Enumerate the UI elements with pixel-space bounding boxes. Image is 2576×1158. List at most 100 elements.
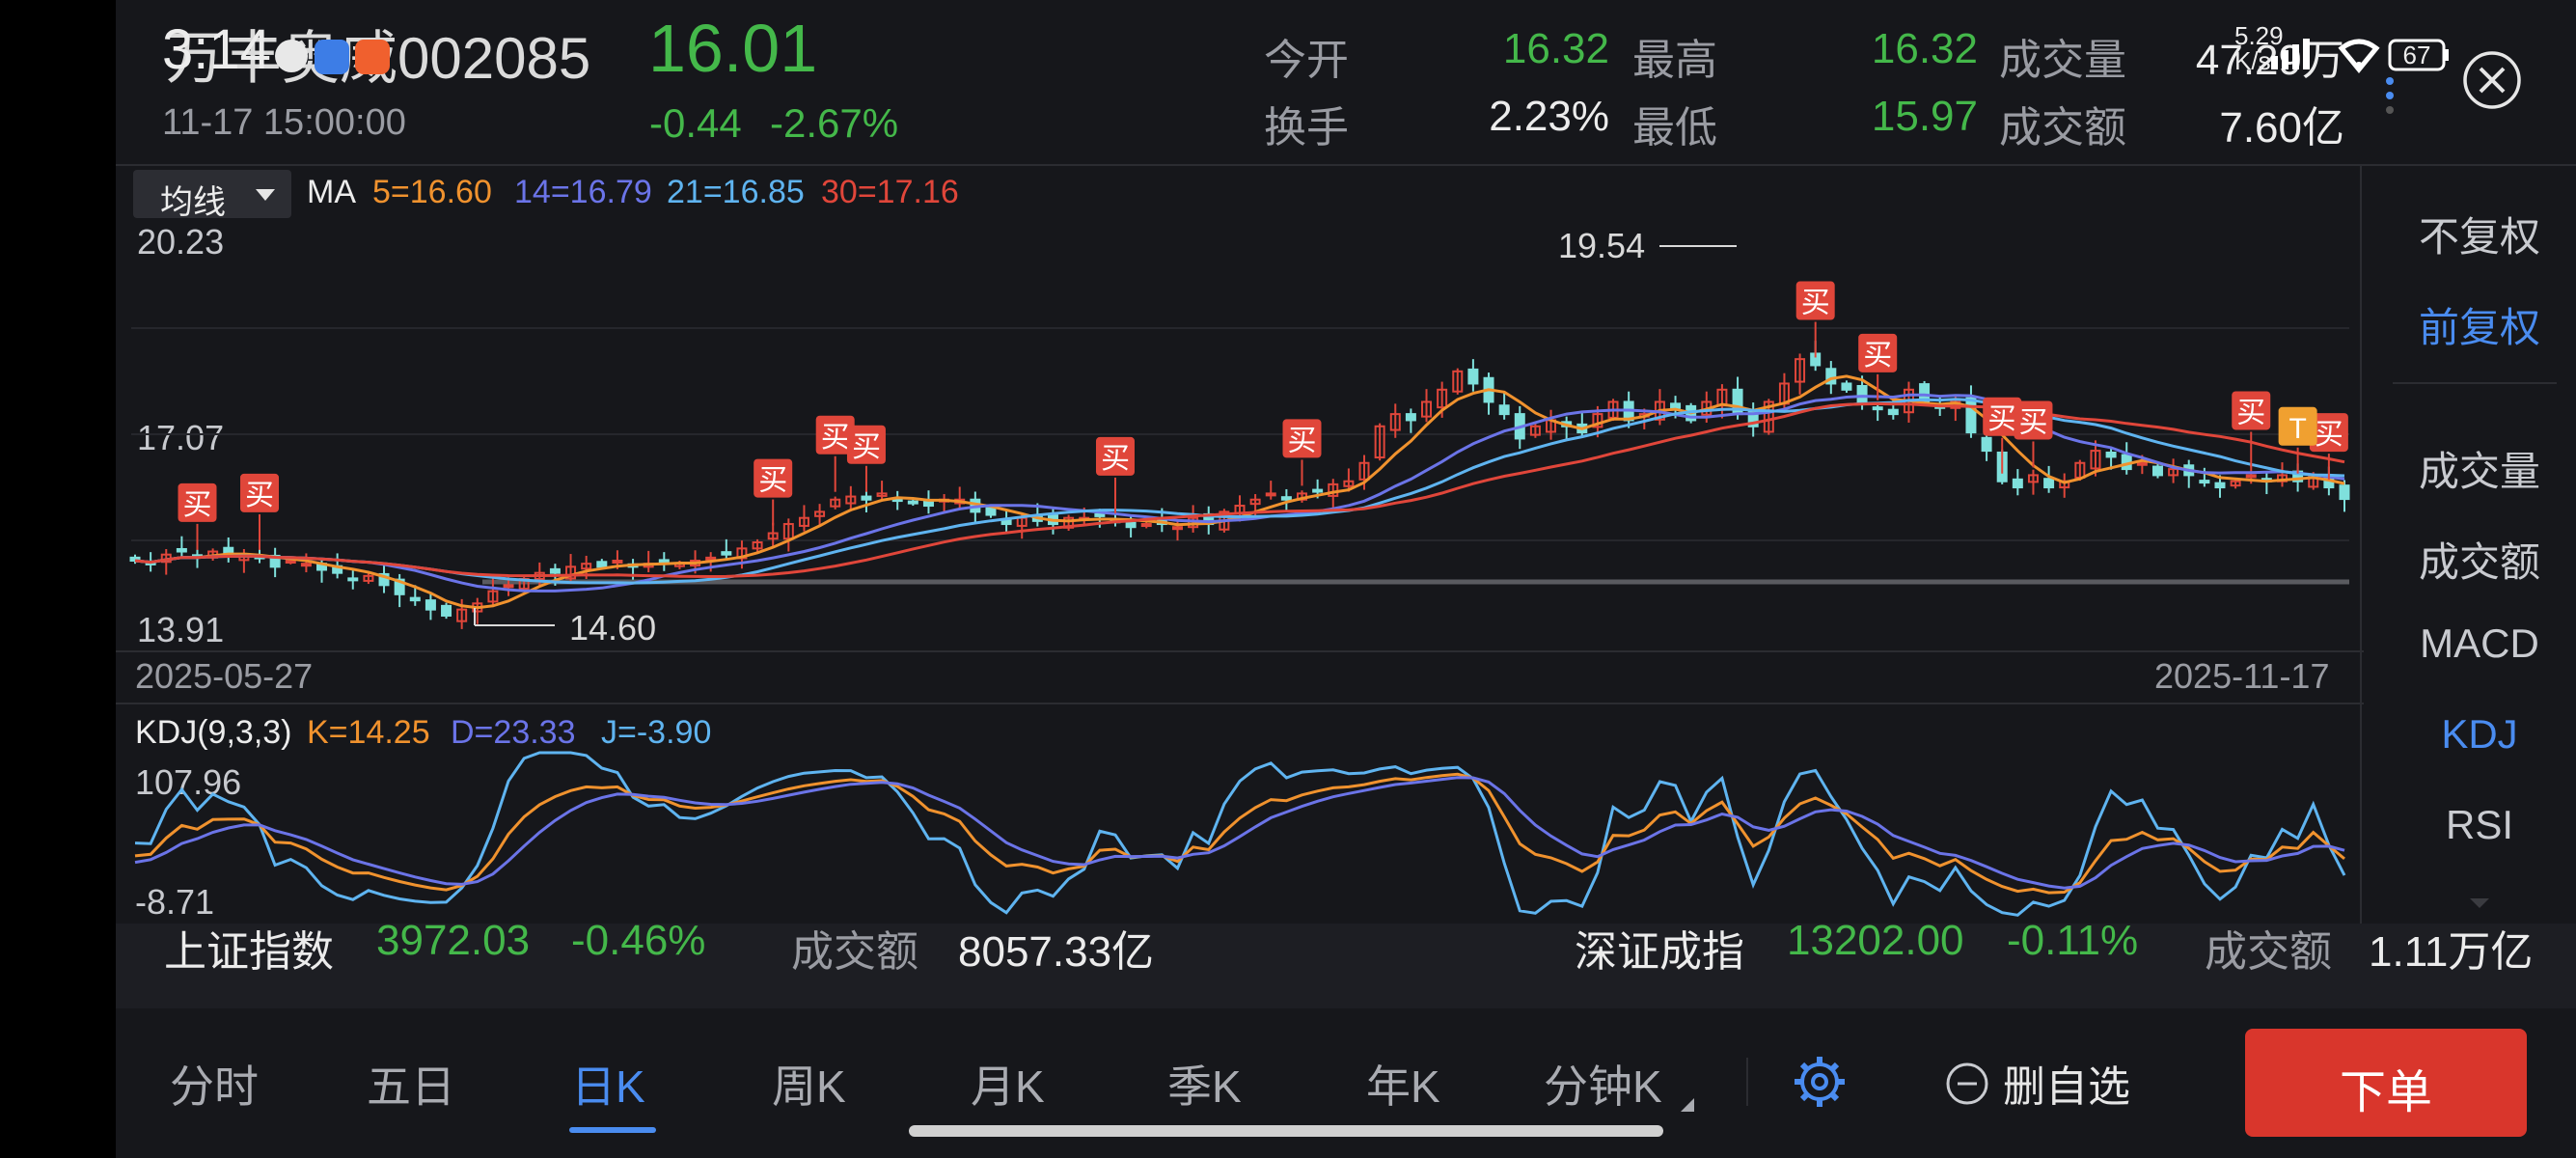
tab-yearly-k[interactable]: 年K	[1366, 1062, 1440, 1112]
candle	[1343, 468, 1355, 492]
menu-item-rsi[interactable]: RSI	[2445, 802, 2513, 847]
menu-item-unadjusted[interactable]: 不复权	[2418, 214, 2540, 260]
current-price: 16.01	[648, 11, 818, 86]
candle	[1747, 402, 1759, 437]
candle	[752, 538, 763, 552]
app-screen: 3:14 万丰奥威002085 16.01 11-17 15:00:00 -0.…	[116, 0, 2576, 1158]
candle	[1778, 372, 1790, 412]
menu-item-macd[interactable]: MACD	[2420, 620, 2539, 666]
buy-marker[interactable]: 买	[1983, 397, 2022, 474]
close-icon	[2463, 51, 2521, 109]
menu-item-forward-adjusted[interactable]: 前复权	[2418, 305, 2540, 350]
buy-marker[interactable]: 买	[754, 458, 793, 526]
candle	[363, 572, 374, 585]
tab-monthly-k[interactable]: 月K	[971, 1062, 1045, 1112]
candle	[425, 592, 436, 620]
ma30-line	[134, 401, 2345, 579]
candlestick-chart[interactable]: 买买买买买买买买买买买买买T	[116, 222, 2354, 647]
buy-marker[interactable]: 买	[2014, 400, 2053, 468]
buy-marker[interactable]: 买	[1282, 419, 1322, 486]
sh-index-name[interactable]: 上证指数	[164, 928, 334, 976]
buy-marker[interactable]: 买	[846, 425, 886, 492]
menu-item-kdj[interactable]: KDJ	[2441, 711, 2518, 757]
tab-minute-k[interactable]: 分钟K	[1544, 1062, 1662, 1112]
period-low-label: 14.60	[569, 608, 657, 648]
buy-marker[interactable]: 买	[178, 482, 217, 550]
svg-text:买: 买	[1101, 443, 1130, 475]
settings-button[interactable]	[1791, 1053, 1849, 1111]
candle	[1421, 389, 1433, 423]
candle	[2199, 467, 2210, 487]
menu-item-amount[interactable]: 成交额	[2418, 539, 2540, 585]
remove-watchlist-label: 删自选	[2003, 1063, 2130, 1111]
candle	[643, 550, 654, 573]
tab-quarterly-k[interactable]: 季K	[1167, 1062, 1242, 1112]
stat-value-volume: 47.29万	[2195, 37, 2344, 84]
candle	[456, 598, 468, 629]
candle	[1063, 514, 1075, 531]
candles-group	[129, 341, 2350, 629]
y-mid-label: 17.07	[137, 418, 225, 457]
header-divider	[116, 164, 2576, 166]
buy-marker[interactable]: 买	[1858, 333, 1898, 400]
buy-marker[interactable]: 买	[1795, 281, 1835, 358]
candle	[160, 548, 172, 575]
candle	[721, 538, 732, 561]
svg-text:买: 买	[2018, 406, 2047, 438]
candle	[891, 490, 903, 510]
close-button[interactable]	[2461, 49, 2523, 111]
candle	[939, 494, 950, 513]
candle	[2276, 462, 2288, 487]
tab-weekly-k[interactable]: 周K	[772, 1062, 846, 1112]
tab-intraday[interactable]: 分时	[170, 1062, 259, 1112]
sz-index-name[interactable]: 深证成指	[1575, 928, 1744, 976]
candle	[378, 564, 390, 593]
candle	[1467, 359, 1479, 392]
y-max-label: 20.23	[137, 222, 225, 262]
buy-marker[interactable]: 买	[1095, 436, 1135, 513]
menu-item-volume[interactable]: 成交量	[2418, 449, 2540, 494]
candle	[876, 481, 888, 502]
candle	[409, 585, 421, 606]
ma21-value: 21=16.85	[667, 174, 805, 210]
candle	[394, 573, 405, 608]
status-indicators	[2190, 27, 2451, 90]
tab-daily-k[interactable]: 日K	[571, 1062, 645, 1112]
candle	[565, 554, 577, 585]
kdj-k-value: K=14.25	[307, 714, 430, 751]
chart-divider	[116, 650, 2364, 652]
minus-circle-icon	[1946, 1062, 1988, 1105]
low-annotation	[474, 608, 555, 626]
candle	[176, 536, 187, 558]
candle	[441, 602, 452, 620]
quote-datetime: 11-17 15:00:00	[162, 102, 406, 143]
candle	[798, 505, 809, 532]
y-min-label: 13.91	[137, 610, 225, 649]
date-start-label: 2025-05-27	[135, 656, 314, 696]
candle	[1795, 353, 1806, 395]
stat-value-open: 16.32	[1502, 25, 1609, 72]
ma-selector-label: 均线	[160, 184, 226, 221]
chart-grid	[131, 327, 2349, 541]
home-indicator[interactable]	[909, 1125, 1663, 1137]
ma-selector[interactable]: 均线	[133, 170, 291, 221]
buy-marker[interactable]: 买	[815, 415, 855, 492]
candle	[1561, 416, 1573, 440]
stat-value-low: 15.97	[1871, 93, 1978, 140]
stat-value-amount: 7.60亿	[2219, 104, 2344, 152]
buy-marker[interactable]: 买	[240, 473, 280, 550]
buy-marker[interactable]: 买	[2232, 391, 2271, 468]
tab-five-day[interactable]: 五日	[367, 1062, 455, 1112]
t-marker[interactable]: T	[2278, 406, 2317, 474]
buy-marker[interactable]: 买	[2309, 413, 2348, 481]
candle	[2043, 465, 2055, 493]
side-menu-divider	[2360, 166, 2362, 924]
candle	[2261, 473, 2272, 495]
candle	[1716, 384, 1728, 419]
kdj-chart[interactable]	[116, 743, 2354, 926]
candle	[1452, 368, 1464, 395]
stat-label-amount: 成交额	[1999, 104, 2126, 152]
candle	[269, 547, 281, 578]
stat-value-high: 16.32	[1871, 25, 1978, 72]
order-button[interactable]: 下单	[2245, 1029, 2527, 1137]
